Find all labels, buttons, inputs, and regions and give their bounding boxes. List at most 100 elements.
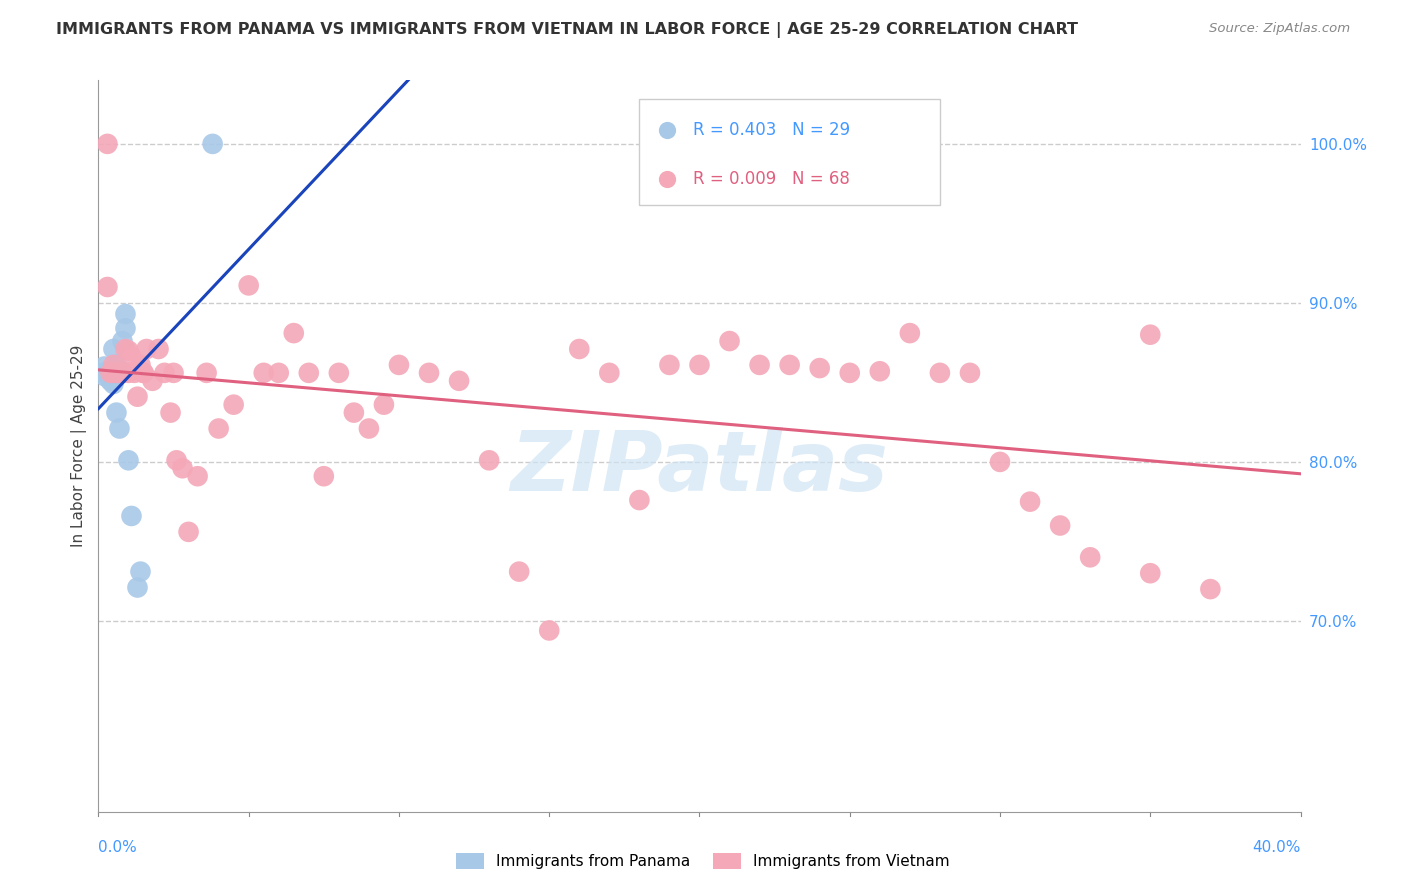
Point (222, 398, 245, 412)
Point (929, 366, 952, 380)
Point (628, 493, 651, 508)
Point (132, 366, 155, 380)
Point (153, 366, 176, 380)
Point (208, 421, 231, 435)
Text: R = 0.403   N = 29: R = 0.403 N = 29 (693, 121, 851, 139)
Y-axis label: In Labor Force | Age 25-29: In Labor Force | Age 25-29 (72, 345, 87, 547)
Point (132, 366, 155, 380)
Point (121, 508, 143, 523)
Point (124, 366, 146, 380)
Point (117, 366, 139, 380)
Point (105, 358, 128, 372)
Point (598, 366, 620, 380)
Point (283, 326, 305, 340)
Point (238, 278, 260, 293)
Point (100, 374, 122, 388)
Point (96, 280, 118, 294)
Point (100, 366, 122, 380)
Point (93, 359, 115, 374)
Point (103, 370, 125, 384)
Point (166, 453, 188, 467)
Point (103, 376, 125, 391)
Point (114, 342, 136, 356)
Point (93, 369, 115, 384)
Point (96, 366, 118, 380)
Point (93, 366, 115, 380)
Point (373, 398, 395, 412)
Point (718, 334, 741, 348)
Point (105, 366, 128, 380)
Point (117, 453, 139, 467)
Point (748, 358, 770, 372)
Point (111, 366, 134, 380)
Point (103, 366, 125, 380)
Point (267, 366, 290, 380)
Text: ZIPatlas: ZIPatlas (510, 427, 889, 508)
Point (103, 366, 125, 380)
Point (127, 390, 149, 404)
Point (418, 366, 440, 380)
Point (1049, 518, 1071, 533)
Point (111, 366, 134, 380)
Point (141, 374, 163, 388)
Point (105, 366, 128, 380)
Point (689, 358, 711, 372)
Point (658, 358, 681, 372)
Point (959, 366, 981, 380)
Point (100, 366, 122, 380)
Point (108, 366, 131, 380)
Point (988, 455, 1011, 469)
Point (96, 136, 118, 151)
Point (108, 421, 131, 435)
Point (253, 366, 276, 380)
Point (328, 366, 350, 380)
Point (195, 366, 218, 380)
Point (121, 350, 143, 364)
Point (1078, 550, 1101, 565)
Point (117, 343, 139, 358)
Point (96, 364, 118, 378)
Point (177, 524, 200, 539)
Point (508, 565, 530, 579)
Point (105, 406, 128, 420)
Point (1139, 327, 1161, 342)
Point (343, 406, 366, 420)
Point (108, 366, 131, 380)
Point (114, 321, 136, 335)
Point (148, 342, 170, 356)
Point (111, 366, 134, 380)
Point (159, 406, 181, 420)
Point (103, 342, 125, 356)
Text: Source: ZipAtlas.com: Source: ZipAtlas.com (1209, 22, 1350, 36)
Point (103, 366, 125, 380)
Legend: Immigrants from Panama, Immigrants from Vietnam: Immigrants from Panama, Immigrants from … (450, 847, 956, 875)
Point (568, 342, 591, 356)
Point (201, 136, 224, 151)
Point (779, 358, 801, 372)
Text: 40.0%: 40.0% (1253, 840, 1301, 855)
Point (108, 366, 131, 380)
Point (357, 421, 380, 435)
Point (111, 334, 134, 348)
Text: R = 0.009   N = 68: R = 0.009 N = 68 (693, 170, 851, 188)
Point (869, 364, 891, 378)
FancyBboxPatch shape (640, 99, 939, 204)
Point (1019, 494, 1042, 508)
Point (105, 362, 128, 376)
Point (898, 326, 921, 340)
Point (388, 358, 411, 372)
Text: 0.0%: 0.0% (98, 840, 138, 855)
Point (538, 624, 561, 638)
Point (808, 361, 831, 376)
Point (129, 565, 152, 579)
Text: IMMIGRANTS FROM PANAMA VS IMMIGRANTS FROM VIETNAM IN LABOR FORCE | AGE 25-29 COR: IMMIGRANTS FROM PANAMA VS IMMIGRANTS FRO… (56, 22, 1078, 38)
Point (838, 366, 860, 380)
Point (172, 461, 194, 475)
Point (187, 469, 209, 483)
Point (447, 374, 470, 388)
Point (298, 366, 321, 380)
Point (162, 366, 184, 380)
Point (127, 581, 149, 595)
Point (96, 366, 118, 380)
Point (478, 453, 501, 467)
